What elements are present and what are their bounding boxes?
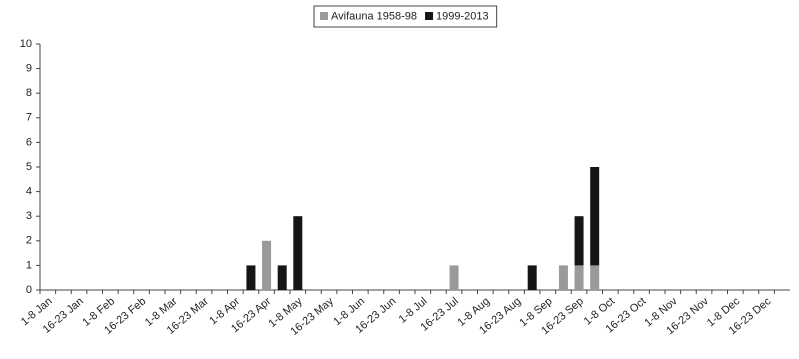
y-tick-label: 2 [26,235,32,247]
y-tick-label: 9 [26,63,32,75]
bar [558,265,568,290]
y-tick-label: 5 [26,161,32,173]
bar [527,265,537,290]
legend: Avifauna 1958-98 1999-2013 [313,5,498,28]
bar [277,265,287,290]
y-tick-label: 8 [26,87,32,99]
legend-label: Avifauna 1958-98 [331,10,417,22]
bar [262,240,272,290]
y-tick-label: 7 [26,112,32,124]
y-tick-label: 6 [26,136,32,148]
bar [574,216,584,266]
legend-box [313,5,498,28]
y-tick-label: 10 [20,38,32,50]
legend-swatch [320,12,328,20]
bar [590,265,600,290]
y-tick-label: 1 [26,259,32,271]
bar [590,167,600,266]
bar [293,216,303,290]
y-tick-label: 3 [26,210,32,222]
bar [574,265,584,290]
legend-swatch [425,12,434,20]
legend-label: 1999-2013 [436,10,489,22]
y-tick-label: 0 [26,284,32,296]
y-tick-label: 4 [26,186,32,198]
bar [246,265,256,290]
bar [449,265,459,290]
